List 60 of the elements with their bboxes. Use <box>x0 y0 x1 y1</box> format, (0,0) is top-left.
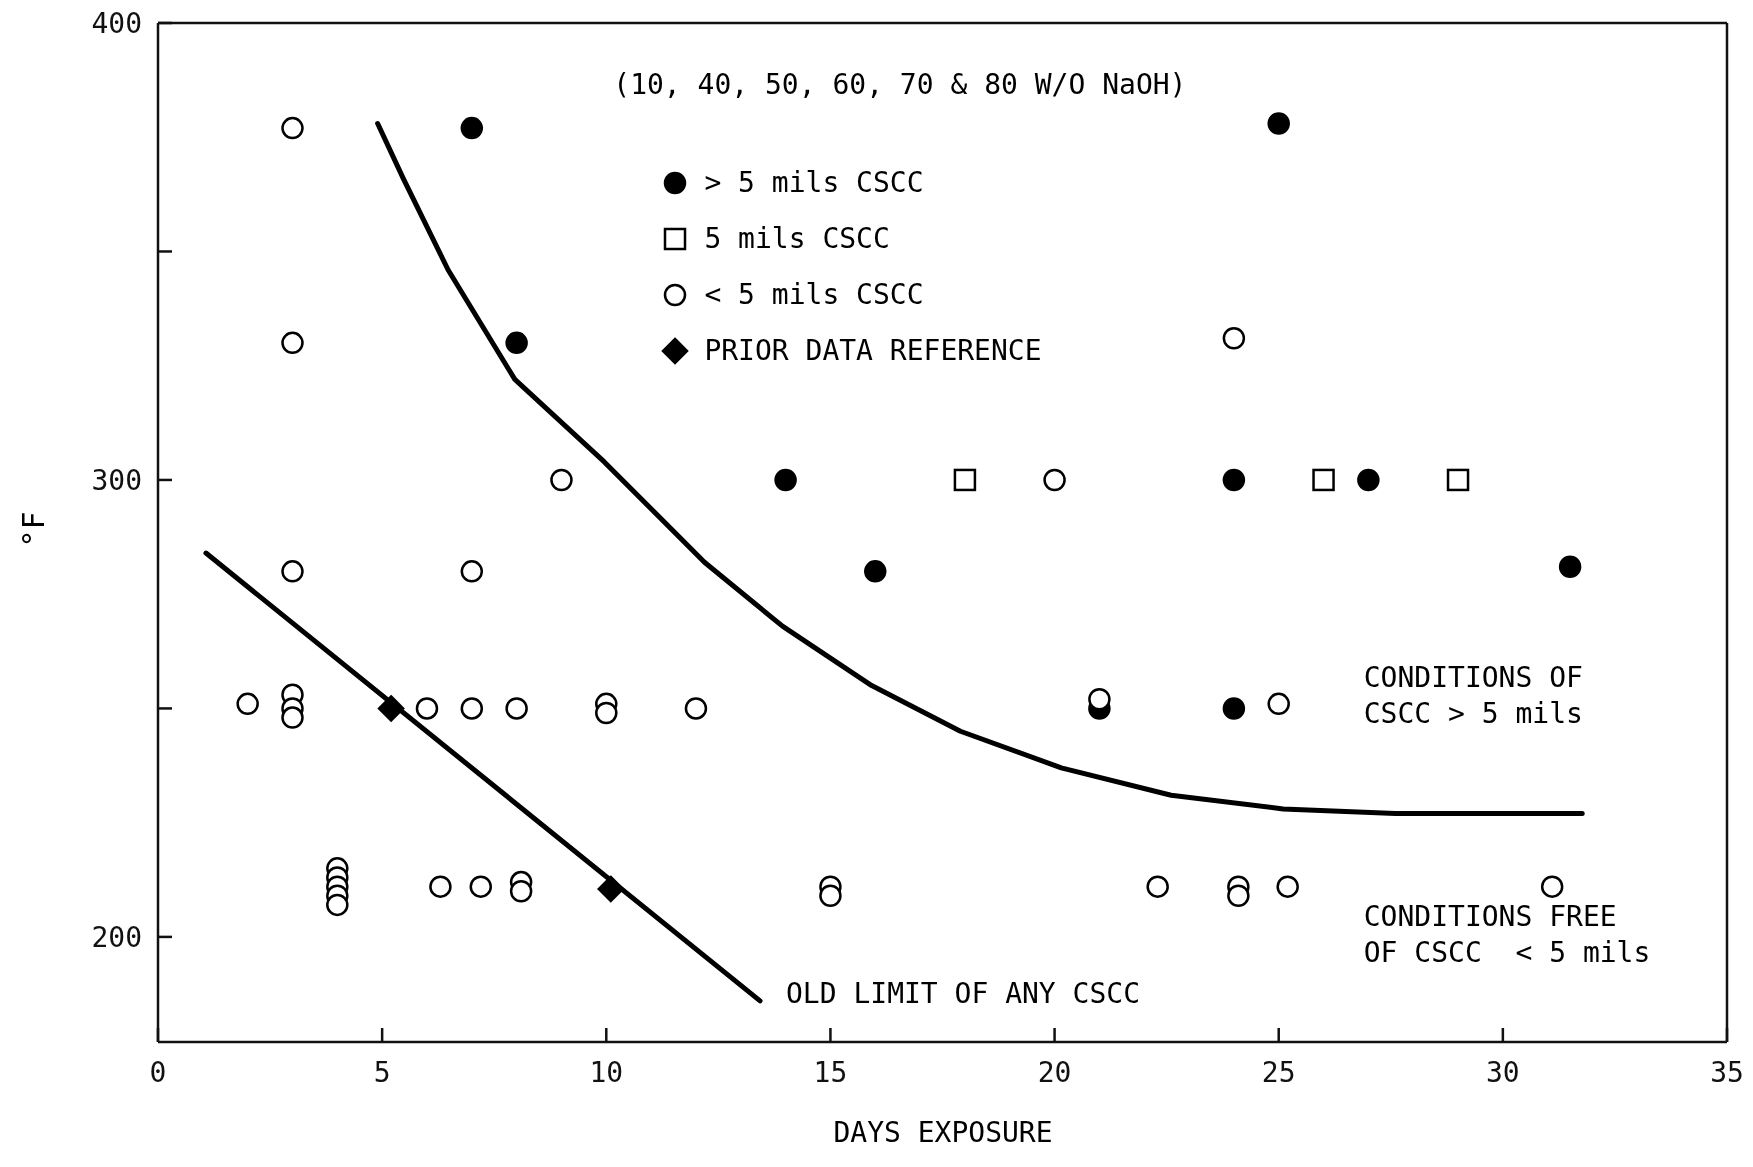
legend-label: < 5 mils CSCC <box>704 278 924 312</box>
x-tick-label: 5 <box>373 1055 391 1089</box>
point <box>460 697 484 720</box>
point <box>281 706 304 729</box>
point <box>1276 875 1299 898</box>
annotation: OLD LIMIT OF ANY CSCC <box>786 975 1141 1012</box>
y-tick-label: 400 <box>91 6 142 40</box>
point <box>281 331 304 355</box>
point <box>460 116 484 140</box>
x-tick-label: 25 <box>1261 1055 1296 1089</box>
point <box>1357 468 1380 492</box>
x-axis-title: DAYS EXPOSURE <box>832 1116 1054 1149</box>
point <box>1222 327 1246 350</box>
x-tick-label: 15 <box>813 1055 848 1089</box>
point <box>550 468 573 492</box>
point <box>505 697 528 720</box>
annotation: CONDITIONS OF CSCC > 5 mils <box>1363 659 1583 732</box>
point <box>326 893 349 917</box>
point <box>1088 688 1111 711</box>
legend-label: > 5 mils CSCC <box>704 166 924 200</box>
y-tick-label: 200 <box>91 920 142 954</box>
point <box>1558 555 1582 579</box>
point <box>595 701 618 725</box>
point <box>819 884 842 908</box>
x-tick-label: 0 <box>149 1055 167 1089</box>
x-tick-label: 30 <box>1486 1055 1520 1089</box>
x-tick-label: 20 <box>1037 1055 1072 1089</box>
y-tick-label: 300 <box>91 463 142 497</box>
legend-label: 5 mils CSCC <box>704 222 890 256</box>
point <box>1146 875 1169 898</box>
point <box>1446 468 1470 492</box>
point <box>1312 468 1335 492</box>
point <box>281 560 304 583</box>
point <box>953 468 977 492</box>
point <box>377 695 405 722</box>
point <box>236 692 259 716</box>
x-tick-label: 35 <box>1710 1055 1744 1089</box>
point <box>597 875 625 903</box>
point <box>509 879 533 903</box>
annotation: CONDITIONS FREE OF CSCC < 5 mils <box>1363 899 1651 972</box>
point <box>469 875 493 898</box>
point <box>281 116 304 140</box>
point <box>1222 697 1246 720</box>
point <box>1222 468 1246 492</box>
legend-label: PRIOR DATA REFERENCE <box>704 334 1042 368</box>
text: (10, 40, 50, 60, 70 & 80 W/O NaOH) <box>613 67 1187 101</box>
point <box>684 697 708 720</box>
point <box>1267 112 1290 135</box>
x-tick-label: 10 <box>589 1055 624 1089</box>
point <box>505 331 528 355</box>
point <box>864 560 887 583</box>
point <box>1227 884 1250 908</box>
point <box>1043 468 1066 492</box>
point <box>1267 692 1290 716</box>
point <box>429 875 452 898</box>
point <box>774 468 797 492</box>
y-axis-title: °F <box>15 510 51 550</box>
point <box>460 560 484 583</box>
point <box>1540 875 1564 898</box>
point <box>415 697 439 720</box>
